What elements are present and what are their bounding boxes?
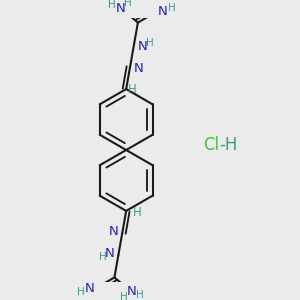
- Text: Cl: Cl: [203, 136, 219, 154]
- Text: N: N: [158, 5, 168, 18]
- Text: H: H: [132, 206, 141, 219]
- Text: N: N: [138, 40, 147, 52]
- Text: N: N: [116, 2, 125, 15]
- Text: H: H: [121, 292, 128, 300]
- Text: N: N: [127, 285, 136, 298]
- Text: N: N: [105, 248, 115, 260]
- Text: -H: -H: [219, 136, 237, 154]
- Text: N: N: [134, 62, 143, 75]
- Text: N: N: [84, 282, 94, 295]
- Text: H: H: [77, 286, 85, 297]
- Text: H: H: [99, 252, 106, 262]
- Text: H: H: [146, 38, 154, 48]
- Text: N: N: [109, 225, 118, 238]
- Text: H: H: [124, 0, 132, 8]
- Text: H: H: [168, 3, 176, 14]
- Text: H: H: [108, 0, 116, 10]
- Text: H: H: [136, 290, 144, 300]
- Text: H: H: [128, 83, 136, 96]
